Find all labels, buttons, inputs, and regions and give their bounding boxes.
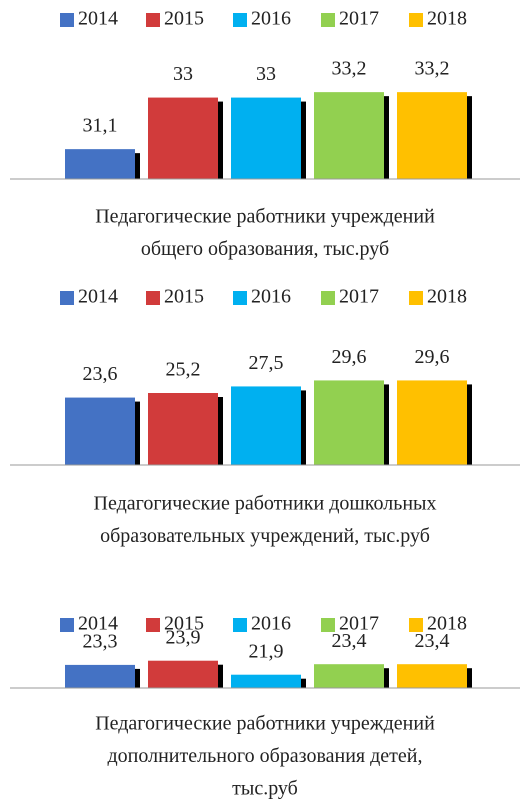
bar — [397, 92, 467, 179]
bar — [314, 380, 384, 465]
legend-label: 2015 — [164, 286, 204, 308]
bar — [314, 664, 384, 688]
legend-label: 2017 — [339, 613, 379, 635]
bar — [65, 149, 135, 179]
value-label: 23,9 — [166, 626, 201, 648]
bar — [148, 393, 218, 465]
value-label: 31,1 — [83, 115, 118, 137]
chart-title: тыс.руб — [232, 778, 298, 800]
legend-swatch — [233, 618, 247, 632]
value-label: 29,6 — [332, 346, 367, 368]
value-label: 33,2 — [415, 58, 450, 80]
legend-swatch — [321, 13, 335, 27]
legend-swatch — [321, 291, 335, 305]
chart-title: дополнительного образования детей, — [108, 745, 423, 767]
value-label: 27,5 — [249, 352, 284, 374]
legend-label: 2014 — [78, 286, 118, 308]
value-label: 33 — [256, 63, 276, 85]
legend-swatch — [409, 618, 423, 632]
legend-label: 2017 — [339, 8, 379, 30]
bar — [231, 97, 301, 179]
legend-label: 2017 — [339, 286, 379, 308]
legend-label: 2014 — [78, 613, 118, 635]
bar — [148, 660, 218, 688]
legend-swatch — [146, 13, 160, 27]
legend-swatch — [60, 291, 74, 305]
legend-swatch — [146, 618, 160, 632]
value-label: 23,6 — [83, 363, 118, 385]
legend-swatch — [233, 291, 247, 305]
legend-label: 2015 — [164, 613, 204, 635]
value-label: 23,4 — [332, 630, 367, 652]
bar — [65, 397, 135, 465]
chart-title: общего образования, тыс.руб — [141, 238, 389, 260]
legend-swatch — [409, 291, 423, 305]
legend-label: 2018 — [427, 613, 467, 635]
chart-title: Педагогические работники учреждений — [95, 713, 435, 735]
legend-swatch — [60, 618, 74, 632]
value-label: 33 — [173, 63, 193, 85]
bar — [314, 92, 384, 179]
bar — [231, 386, 301, 465]
legend-swatch — [60, 13, 74, 27]
chart-title: Педагогические работники учреждений — [95, 206, 435, 228]
value-label: 23,4 — [415, 630, 450, 652]
bar — [397, 664, 467, 688]
legend-label: 2014 — [78, 8, 118, 30]
legend-label: 2016 — [251, 286, 291, 308]
value-label: 33,2 — [332, 58, 367, 80]
legend-label: 2018 — [427, 286, 467, 308]
legend-swatch — [146, 291, 160, 305]
legend-label: 2016 — [251, 8, 291, 30]
bar — [65, 664, 135, 688]
legend-swatch — [409, 13, 423, 27]
bar — [231, 674, 301, 688]
legend-label: 2015 — [164, 8, 204, 30]
value-label: 23,3 — [83, 630, 118, 652]
bar — [148, 97, 218, 179]
chart-title: Педагогические работники дошкольных — [94, 493, 437, 515]
value-label: 21,9 — [249, 640, 284, 662]
legend-swatch — [321, 618, 335, 632]
chart-title: образовательных учреждений, тыс.руб — [100, 525, 430, 547]
value-label: 29,6 — [415, 346, 450, 368]
legend-label: 2016 — [251, 613, 291, 635]
legend-label: 2018 — [427, 8, 467, 30]
value-label: 25,2 — [166, 359, 201, 381]
legend-swatch — [233, 13, 247, 27]
bar — [397, 380, 467, 465]
